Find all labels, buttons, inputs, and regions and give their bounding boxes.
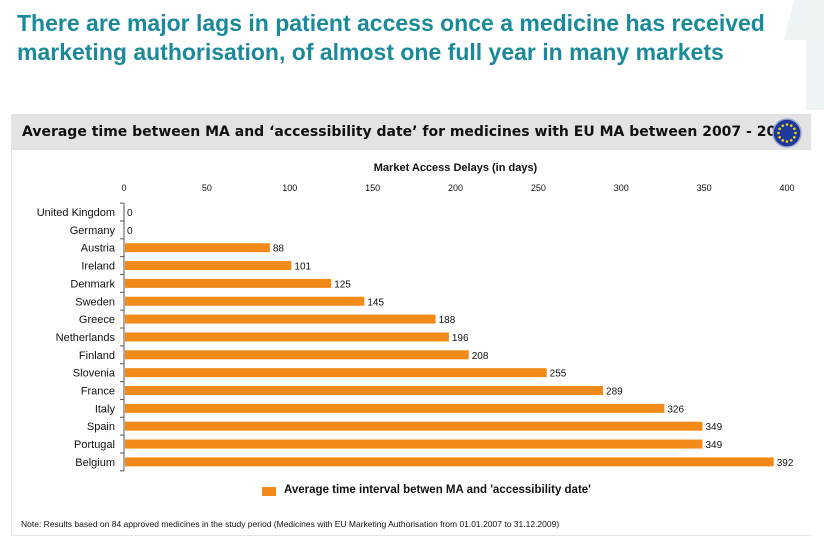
tick-label: 300 xyxy=(614,183,629,193)
bar xyxy=(125,332,449,342)
data-label: 255 xyxy=(550,369,567,380)
flag-star xyxy=(794,131,797,135)
legend-label: Average time interval betwen MA and 'acc… xyxy=(284,484,591,496)
category-label: Austria xyxy=(81,243,116,255)
panel-title: Average time between MA and ‘accessibili… xyxy=(22,124,796,140)
bar xyxy=(125,278,332,288)
data-label: 0 xyxy=(127,226,133,237)
bar-chart: Market Access Delays (in days) 0 50 100 150 2… xyxy=(37,162,795,472)
tick-label: 200 xyxy=(448,183,463,193)
category-label: France xyxy=(81,386,115,398)
category-label: Slovenia xyxy=(73,368,116,380)
data-label: 101 xyxy=(294,262,311,273)
bar xyxy=(125,314,436,324)
tick-label: 250 xyxy=(531,183,546,193)
category-label: Netherlands xyxy=(56,332,116,344)
axis-title: Market Access Delays (in days) xyxy=(374,162,538,174)
flag-star xyxy=(789,124,793,127)
chart-panel: Average time between MA and ‘accessibili… xyxy=(11,114,811,536)
flag-star xyxy=(793,135,796,139)
category-label: Spain xyxy=(87,421,115,433)
bar xyxy=(125,350,469,360)
tick-label: 100 xyxy=(282,183,297,193)
flag-star xyxy=(785,123,789,126)
eu-flag-icon xyxy=(772,118,802,148)
bar xyxy=(125,296,365,306)
data-label: 326 xyxy=(667,404,684,415)
category-label: United Kingdom xyxy=(37,207,115,219)
data-label: 145 xyxy=(367,297,384,308)
bar xyxy=(125,243,270,253)
data-label: 196 xyxy=(452,333,469,344)
decorative-arrow-icon xyxy=(784,0,824,110)
category-label: Portugal xyxy=(74,439,115,451)
flag-star xyxy=(777,131,780,135)
bar xyxy=(125,261,292,271)
tick-label: 150 xyxy=(365,183,380,193)
category-label: Greece xyxy=(79,314,115,326)
tick-label: 350 xyxy=(697,183,712,193)
data-label: 349 xyxy=(705,422,722,433)
panel-header: Average time between MA and ‘accessibili… xyxy=(12,114,811,150)
category-label: Ireland xyxy=(81,261,115,273)
tick-label: 50 xyxy=(202,183,212,193)
data-label: 349 xyxy=(705,440,722,451)
category-label: Finland xyxy=(79,350,115,362)
bar xyxy=(125,421,703,431)
flag-star xyxy=(778,135,781,139)
tick-label: 400 xyxy=(779,183,794,193)
data-label: 392 xyxy=(777,458,794,469)
flag-star xyxy=(778,127,781,131)
flag-star xyxy=(789,139,793,142)
flag-star xyxy=(785,140,789,143)
category-label: Sweden xyxy=(75,296,115,308)
data-label: 0 xyxy=(127,208,133,219)
category-label: Denmark xyxy=(70,278,115,290)
flag-star xyxy=(793,127,796,131)
flag-star xyxy=(781,139,785,142)
data-label: 125 xyxy=(334,279,351,290)
bar xyxy=(125,439,703,449)
data-label: 208 xyxy=(472,351,489,362)
data-label: 289 xyxy=(606,387,623,398)
data-label: 188 xyxy=(439,315,456,326)
category-label: Italy xyxy=(95,403,116,415)
data-label: 88 xyxy=(273,244,285,255)
bar xyxy=(125,386,604,395)
bar xyxy=(125,368,547,378)
flag-star xyxy=(781,124,785,127)
page-headline: There are major lags in patient access o… xyxy=(17,10,765,65)
bar xyxy=(125,457,774,467)
category-label: Belgium xyxy=(75,457,115,469)
legend-swatch xyxy=(262,487,276,496)
footnote: Note: Results based on 84 approved medic… xyxy=(21,519,560,529)
bar xyxy=(125,403,665,413)
tick-label: 0 xyxy=(121,183,126,193)
category-label: Germany xyxy=(70,225,116,237)
